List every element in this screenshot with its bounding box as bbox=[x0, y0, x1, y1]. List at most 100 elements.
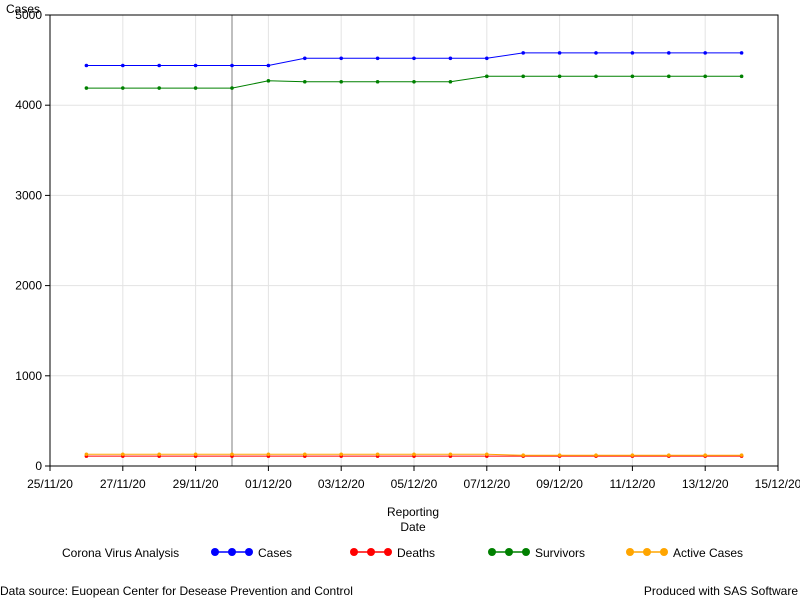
data-point-active-cases bbox=[157, 452, 161, 457]
data-source-footnote: Data source: Euopean Center for Desease … bbox=[0, 584, 353, 598]
data-point-active-cases bbox=[84, 452, 89, 457]
data-point-survivors bbox=[521, 74, 525, 79]
y-tick-label: 5000 bbox=[15, 8, 42, 22]
legend-marker-deaths bbox=[367, 548, 375, 556]
data-point-active-cases bbox=[739, 453, 744, 457]
data-point-active-cases bbox=[303, 452, 307, 457]
data-point-survivors bbox=[448, 79, 453, 84]
legend-label-active-cases: Active Cases bbox=[673, 546, 743, 560]
data-point-active-cases bbox=[521, 453, 525, 457]
x-tick-label: 11/12/20 bbox=[609, 477, 655, 491]
legend-marker-active-cases bbox=[660, 548, 668, 556]
data-point-cases bbox=[485, 56, 489, 61]
legend-item-cases: Cases bbox=[211, 546, 292, 560]
x-tick-label: 13/12/20 bbox=[682, 477, 729, 491]
legend-marker-deaths bbox=[384, 548, 392, 556]
data-point-active-cases bbox=[375, 452, 380, 457]
axes: 0 1000 2000 3000 4000 5000 25/11/20 27/11/20 29/… bbox=[15, 8, 800, 491]
y-tick-label: 0 bbox=[35, 459, 42, 473]
data-point-active-cases bbox=[557, 453, 562, 457]
data-point-cases bbox=[412, 56, 416, 61]
data-point-cases bbox=[557, 51, 562, 55]
legend-item-active-cases: Active Cases bbox=[626, 546, 743, 560]
data-point-survivors bbox=[193, 86, 198, 90]
x-axis-label-line-1: Reporting bbox=[387, 505, 439, 519]
data-point-active-cases bbox=[339, 452, 344, 457]
data-point-cases bbox=[266, 63, 271, 68]
data-point-active-cases bbox=[667, 453, 671, 457]
data-point-cases bbox=[157, 63, 161, 68]
x-tick-label: 15/12/20 bbox=[755, 477, 800, 491]
legend: Corona Virus Analysis Cases Deaths Survivo… bbox=[62, 546, 743, 560]
data-point-active-cases bbox=[448, 452, 453, 457]
data-point-cases bbox=[667, 51, 671, 55]
y-tick-label: 2000 bbox=[15, 279, 42, 293]
legend-marker-cases bbox=[245, 548, 253, 556]
data-point-active-cases bbox=[630, 453, 635, 457]
data-point-survivors bbox=[739, 74, 744, 79]
data-point-active-cases bbox=[594, 453, 598, 457]
legend-marker-survivors bbox=[522, 548, 530, 556]
data-point-survivors bbox=[230, 86, 234, 90]
data-point-cases bbox=[339, 56, 344, 61]
legend-label-cases: Cases bbox=[258, 546, 292, 560]
software-footnote: Produced with SAS Software bbox=[643, 584, 798, 598]
data-point-survivors bbox=[557, 74, 562, 79]
data-point-active-cases bbox=[412, 452, 416, 457]
data-point-survivors bbox=[375, 79, 380, 84]
x-tick-label: 09/12/20 bbox=[536, 477, 583, 491]
data-point-survivors bbox=[703, 74, 707, 79]
data-point-survivors bbox=[594, 74, 598, 79]
data-point-survivors bbox=[84, 86, 89, 90]
data-point-cases bbox=[84, 63, 89, 68]
data-point-survivors bbox=[303, 79, 307, 84]
data-point-cases bbox=[121, 63, 125, 68]
data-point-cases bbox=[193, 63, 198, 68]
data-point-cases bbox=[630, 51, 635, 55]
data-point-cases bbox=[448, 56, 453, 61]
x-tick-label: 07/12/20 bbox=[463, 477, 510, 491]
data-point-survivors bbox=[667, 74, 671, 79]
legend-marker-survivors bbox=[488, 548, 496, 556]
data-point-active-cases bbox=[703, 453, 707, 457]
x-tick-label: 05/12/20 bbox=[391, 477, 438, 491]
y-tick-label: 4000 bbox=[15, 98, 42, 112]
y-tick-label: 1000 bbox=[15, 369, 42, 383]
y-tick-label: 3000 bbox=[15, 188, 42, 202]
data-point-cases bbox=[230, 63, 234, 68]
x-tick-label: 25/11/20 bbox=[27, 477, 73, 491]
data-point-survivors bbox=[485, 74, 489, 79]
data-point-active-cases bbox=[121, 452, 125, 457]
data-point-survivors bbox=[339, 79, 344, 84]
data-point-active-cases bbox=[485, 452, 489, 457]
data-point-survivors bbox=[412, 79, 416, 84]
legend-marker-active-cases bbox=[626, 548, 634, 556]
legend-title: Corona Virus Analysis bbox=[62, 546, 179, 560]
legend-marker-cases bbox=[211, 548, 219, 556]
data-point-survivors bbox=[630, 74, 635, 79]
data-point-cases bbox=[594, 51, 598, 55]
legend-marker-cases bbox=[228, 548, 236, 556]
y-axis-label: Cases bbox=[6, 2, 40, 16]
data-point-cases bbox=[739, 51, 744, 55]
legend-marker-active-cases bbox=[643, 548, 651, 556]
legend-item-deaths: Deaths bbox=[350, 546, 435, 560]
legend-label-survivors: Survivors bbox=[535, 546, 585, 560]
data-point-active-cases bbox=[193, 452, 198, 457]
data-point-cases bbox=[521, 51, 525, 55]
x-tick-label: 01/12/20 bbox=[245, 477, 292, 491]
legend-label-deaths: Deaths bbox=[397, 546, 435, 560]
data-point-survivors bbox=[266, 79, 271, 83]
data-point-survivors bbox=[157, 86, 161, 90]
data-point-active-cases bbox=[266, 452, 271, 457]
x-tick-label: 03/12/20 bbox=[318, 477, 365, 491]
data-point-cases bbox=[375, 56, 380, 61]
data-point-cases bbox=[303, 56, 307, 61]
data-point-survivors bbox=[121, 86, 125, 90]
legend-marker-survivors bbox=[505, 548, 513, 556]
x-axis-label-line-2: Date bbox=[400, 520, 426, 534]
x-tick-label: 27/11/20 bbox=[100, 477, 146, 491]
x-tick-label: 29/11/20 bbox=[173, 477, 219, 491]
legend-item-survivors: Survivors bbox=[488, 546, 585, 560]
data-point-active-cases bbox=[230, 452, 234, 457]
